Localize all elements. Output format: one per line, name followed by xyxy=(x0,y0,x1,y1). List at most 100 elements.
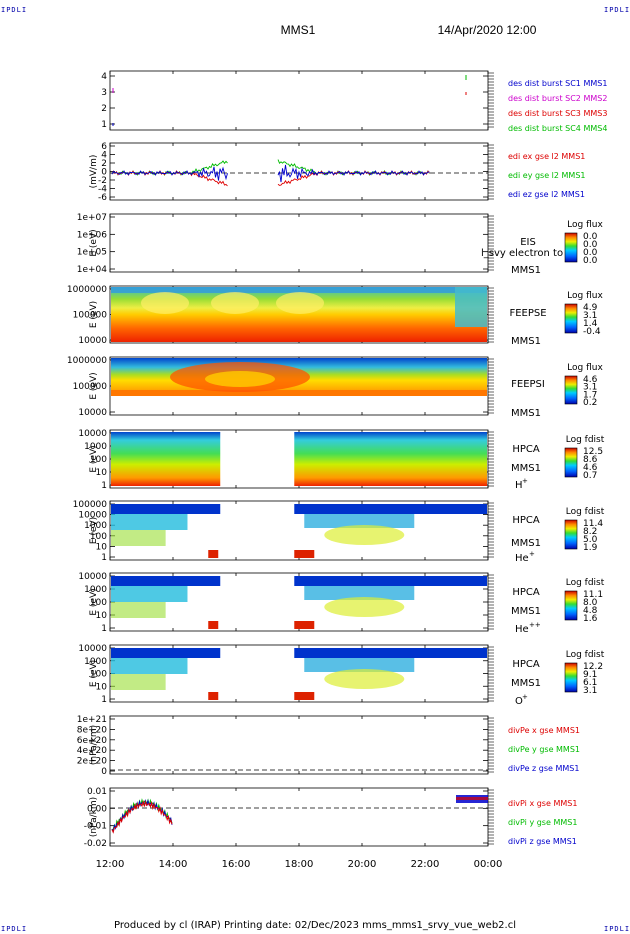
axis-ylabel: E (eV) xyxy=(89,588,99,615)
spectrogram-band xyxy=(294,692,315,700)
colorbar-tick: 0.2 xyxy=(583,398,597,408)
ytick-label: 6 xyxy=(101,142,107,152)
spectrogram-band xyxy=(111,504,221,514)
species-charge: + xyxy=(522,693,528,701)
colorbar-tick: 4.9 xyxy=(583,303,598,313)
ytick-label: 10000 xyxy=(78,336,107,346)
spectrogram-band xyxy=(208,692,219,700)
ytick-label: 1e+06 xyxy=(77,230,108,240)
ytick-label: 4 xyxy=(101,72,107,82)
axis-ylabel: E (eV) xyxy=(89,301,99,328)
colorbar xyxy=(564,590,578,621)
colorbar-tick: 5.0 xyxy=(583,535,598,545)
ytick-label: 1e+05 xyxy=(77,248,107,258)
ytick-label: 1e+07 xyxy=(77,213,107,223)
time-tick-label: 00:00 xyxy=(474,859,503,870)
colorbar-tick: 1.9 xyxy=(583,543,598,553)
instrument-label: FEEPSI xyxy=(511,379,545,390)
spacecraft-title: MMS1 xyxy=(281,23,316,37)
ytick-label: 10000 xyxy=(78,572,107,582)
ytick-label: 2 xyxy=(101,159,107,169)
colorbar-tick: 0.0 xyxy=(583,240,598,250)
instrument-label: FEEPSE xyxy=(509,308,546,319)
spacecraft-label: MMS1 xyxy=(511,408,541,419)
ytick-label: 1 xyxy=(101,553,107,563)
ytick-label: 10 xyxy=(96,682,108,692)
spectrogram-blob xyxy=(205,371,275,387)
legend-entry: edi ex gse l2 MMS1 xyxy=(508,152,585,161)
ytick-label: 2e+20 xyxy=(77,757,108,767)
ytick-label: 10000 xyxy=(78,429,107,439)
legend-entry: divPe y gse MMS1 xyxy=(508,745,580,754)
species-charge: + xyxy=(522,477,528,485)
axis-ylabel: E (eV) xyxy=(89,517,99,544)
ytick-label: 100 xyxy=(90,532,107,542)
ytick-label: 1000 xyxy=(84,585,107,595)
colorbar-tick: 11.4 xyxy=(583,519,603,529)
ytick-label: 1 xyxy=(101,624,107,634)
spacecraft-label: MMS1 xyxy=(511,265,541,276)
ytick-label: 10 xyxy=(96,542,108,552)
panel-frame xyxy=(109,715,489,775)
colorbar-tick: 3.1 xyxy=(583,311,597,321)
legend-entry: divPi y gse MMS1 xyxy=(508,818,577,827)
time-tick-label: 16:00 xyxy=(222,859,251,870)
spectrogram-blob xyxy=(324,525,405,545)
axis-ylabel: E (eV) xyxy=(89,372,99,399)
axis-ylabel: E (eV) xyxy=(89,445,99,472)
ytick-label: 1000 xyxy=(84,657,107,667)
spectrogram-blob xyxy=(211,292,259,314)
ytick-label: 10 xyxy=(96,468,108,478)
spectrogram-band xyxy=(304,658,415,672)
panel-frame xyxy=(109,70,489,131)
species-charge: ++ xyxy=(529,621,541,629)
spectrogram-band xyxy=(111,648,221,658)
colorbar xyxy=(564,447,578,478)
species-label: He xyxy=(515,553,529,564)
colorbar-tick: 1.6 xyxy=(583,614,598,624)
ytick-label: -6 xyxy=(98,193,107,203)
corner-label-bottom-left: IPDLI xyxy=(1,925,28,933)
spacecraft-label: MMS1 xyxy=(511,463,541,474)
ytick-label: 1000000 xyxy=(67,285,107,295)
ytick-label: 3 xyxy=(101,88,107,98)
spectrogram-band xyxy=(111,514,188,530)
spectrogram-fill xyxy=(111,432,221,486)
ytick-label: 100000 xyxy=(73,382,108,392)
ytick-label: 0.00 xyxy=(87,804,107,814)
colorbar-tick: 4.6 xyxy=(583,463,598,473)
time-tick-label: 18:00 xyxy=(285,859,314,870)
ytick-label: 2 xyxy=(101,104,107,114)
colorbar-title: Log fdist xyxy=(566,507,605,517)
colorbar-title: Log flux xyxy=(567,220,603,230)
legend-entry: divPe x gse MMS1 xyxy=(508,726,580,735)
ytick-label: 100000 xyxy=(73,500,108,510)
colorbar-tick: -0.4 xyxy=(583,327,601,337)
species-label: O xyxy=(515,696,523,707)
overlay-label: l_svy electron to xyxy=(481,248,563,259)
instrument-label: EIS xyxy=(520,237,536,248)
legend-entry: des dist burst SC4 MMS4 xyxy=(508,124,607,133)
colorbar-tick: 1.7 xyxy=(583,390,597,400)
spectrogram-band xyxy=(111,390,487,396)
colorbar-title: Log fdist xyxy=(566,578,605,588)
ytick-label: -2 xyxy=(98,176,107,186)
spectrogram-band xyxy=(294,504,487,514)
axis-ylabel: E (eV) xyxy=(89,660,99,687)
spacecraft-label: MMS1 xyxy=(511,336,541,347)
ytick-label: 100 xyxy=(90,598,107,608)
spectrogram-band xyxy=(294,621,315,629)
spectrogram-band xyxy=(294,648,487,658)
legend-entry: edi ey gse l2 MMS1 xyxy=(508,171,586,180)
colorbar-title: Log fdist xyxy=(566,435,605,445)
colorbar-tick: 9.1 xyxy=(583,670,597,680)
time-tick-label: 20:00 xyxy=(348,859,377,870)
species-label: H xyxy=(515,480,523,491)
corner-label-bottom-right: IPDLI xyxy=(604,925,630,933)
colorbar-tick: 11.1 xyxy=(583,590,603,600)
spectrogram-band xyxy=(208,621,219,629)
colorbar-tick: 0.0 xyxy=(583,232,598,242)
divpi-trace-block xyxy=(456,797,488,800)
spectrogram-band xyxy=(304,514,415,528)
